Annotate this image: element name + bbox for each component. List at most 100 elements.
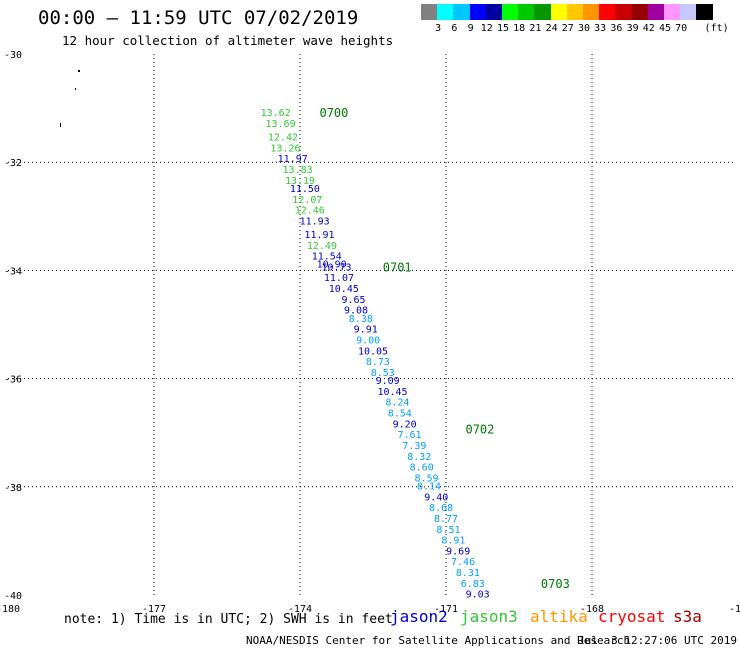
lat-tick-label: -38 <box>4 483 22 494</box>
wave-height-label: 8.51 <box>436 525 460 536</box>
island-marker <box>75 88 76 90</box>
wave-height-label: 8.77 <box>434 514 458 525</box>
wave-height-label: 8.14 <box>417 482 441 493</box>
colorbar-swatch <box>615 4 632 20</box>
time-label: 0700 <box>319 106 348 120</box>
colorbar-label: 42 <box>642 23 655 34</box>
colorbar-label: 39 <box>626 23 639 34</box>
legend-cryosat: cryosat <box>598 607 666 626</box>
colorbar-label: 15 <box>496 23 510 34</box>
legend-s3a: s3a <box>673 607 702 626</box>
colorbar-label: 70 <box>675 23 688 34</box>
wave-height-label: 12.46 <box>295 206 325 217</box>
wave-height-label: 10.90 <box>317 260 347 271</box>
wave-height-label: 9.20 <box>393 419 417 430</box>
island-markers <box>60 70 80 127</box>
wave-height-label: 9.65 <box>342 295 366 306</box>
chart-subtitle: 12 hour collection of altimeter wave hei… <box>62 33 394 48</box>
wave-height-label: 9.91 <box>354 325 378 336</box>
colorbar-label: 3 <box>435 23 442 34</box>
wave-height-label: 10.45 <box>329 284 359 295</box>
time-label: 0703 <box>541 577 570 591</box>
wave-height-label: 7.39 <box>402 441 426 452</box>
wave-height-label: 8.91 <box>441 536 465 547</box>
wave-height-label: 13.19 <box>285 176 315 187</box>
wave-height-label: 9.09 <box>376 376 400 387</box>
wave-height-label: 12.07 <box>292 195 322 206</box>
wave-height-label: 9.08 <box>344 306 368 317</box>
lat-tick-label: -32 <box>4 158 22 169</box>
lon-tick-label: -177 <box>142 604 166 615</box>
colorbar-label: 30 <box>577 23 591 34</box>
colorbar-swatch <box>599 4 616 20</box>
wave-height-label: 11.91 <box>304 230 334 241</box>
wave-height-label: 6.83 <box>461 579 485 590</box>
colorbar-swatch <box>647 4 664 20</box>
colorbar-label: 36 <box>610 23 623 34</box>
wave-height-label: 9.03 <box>466 590 490 601</box>
colorbar-swatch <box>469 4 486 20</box>
legend-jason3: jason3 <box>460 607 518 626</box>
wave-height-label: 9.40 <box>424 492 448 503</box>
legend-jason2: jason2 <box>390 607 448 626</box>
wave-height-label: 9.00 <box>356 335 380 346</box>
colorbar-swatch <box>550 4 567 20</box>
wave-height-label: 10.73 <box>321 262 351 273</box>
colorbar-swatch <box>485 4 502 20</box>
colorbar-label: 12 <box>480 23 493 34</box>
wave-height-label: 12.49 <box>307 241 337 252</box>
colorbar-unit: (ft) <box>704 23 729 34</box>
colorbar-swatch <box>502 4 519 20</box>
wave-height-label: 8.53 <box>371 368 395 379</box>
colorbar-label: 6 <box>451 23 458 34</box>
colorbar-swatch <box>453 4 470 20</box>
chart-title: 00:00 – 11:59 UTC 07/02/2019 <box>38 7 359 29</box>
wave-height-label: 11.07 <box>324 273 354 284</box>
wave-height-label: 8.68 <box>429 503 453 514</box>
wave-height-label: 12.42 <box>268 133 298 144</box>
wave-height-label: 8.32 <box>407 452 431 463</box>
time-label: 0702 <box>465 423 494 437</box>
colorbar-label: 21 <box>529 23 542 34</box>
wave-height-label: 8.38 <box>349 314 373 325</box>
lon-tick-label: -16 <box>729 604 740 615</box>
footer-note: note: 1) Time is in UTC; 2) SWH is in fe… <box>64 612 393 627</box>
wave-height-label: 13.83 <box>283 165 313 176</box>
lon-tick-label: -174 <box>288 604 312 615</box>
legend-altika: altika <box>530 607 588 626</box>
wave-height-label: 9.69 <box>446 546 470 557</box>
credit-text: NOAA/NESDIS Center for Satellite Applica… <box>246 634 631 647</box>
lon-tick-label: -168 <box>580 604 604 615</box>
colorbar-swatch <box>631 4 648 20</box>
generation-timestamp: Jul 3 12:27:06 UTC 2019 <box>578 634 737 647</box>
colorbar-label: 18 <box>513 23 526 34</box>
colorbar-swatch <box>664 4 681 20</box>
wave-height-label: 8.59 <box>415 473 439 484</box>
colorbar-swatch <box>518 4 535 20</box>
colorbar-swatch <box>696 4 713 20</box>
lat-tick-label: -40 <box>4 591 22 602</box>
wave-height-label: 11.97 <box>278 154 308 165</box>
wave-height-label: 11.50 <box>290 184 320 195</box>
lat-tick-label: -30 <box>4 50 22 61</box>
wave-height-label: 8.24 <box>385 398 409 409</box>
colorbar-swatch <box>534 4 551 20</box>
lat-tick-label: -34 <box>4 266 22 277</box>
wave-height-label: 7.61 <box>397 430 421 441</box>
time-labels: 0700 0701 0702 0703 <box>319 106 569 591</box>
wave-height-label: 13.62 <box>261 108 291 119</box>
wave-height-label: 8.54 <box>388 408 412 419</box>
wave-height-label: 13.69 <box>265 119 295 130</box>
colorbar-label: 45 <box>658 23 672 34</box>
wave-height-label: 8.31 <box>456 568 480 579</box>
wave-height-label: 8.73 <box>366 357 390 368</box>
colorbar-swatch <box>437 4 454 20</box>
wave-height-label: 7.46 <box>451 557 475 568</box>
colorbar-swatch <box>583 4 600 20</box>
axis-tick-labels: -180 -177 -174 -171 -168 -16 -30 -32 -34 -36 -38 -4… <box>0 50 740 615</box>
lon-tick-label: -180 <box>0 604 20 615</box>
colorbar-swatch <box>566 4 583 20</box>
colorbar-swatch <box>421 4 438 20</box>
